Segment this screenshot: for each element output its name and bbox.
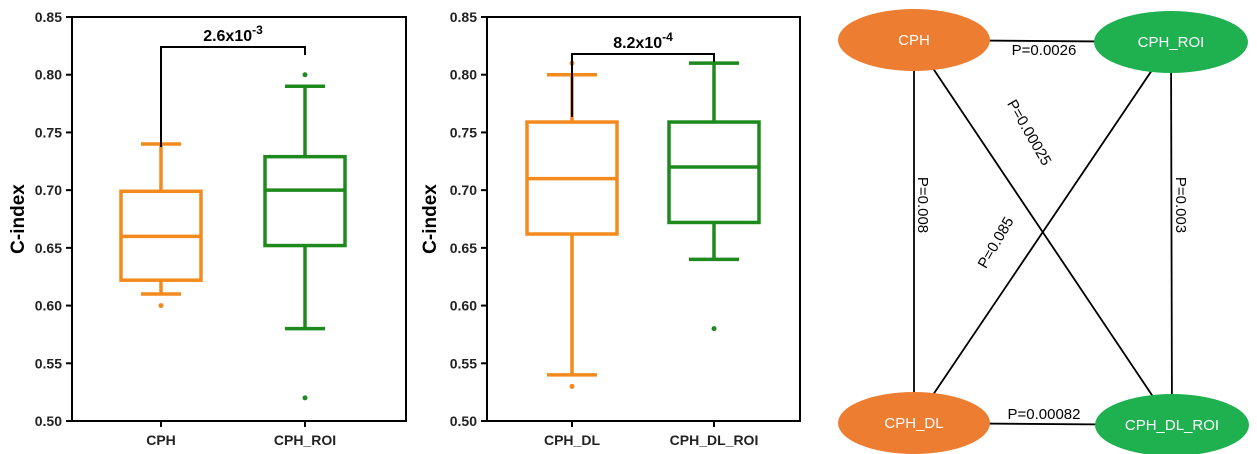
significance-pvalue: 2.6x10-3 bbox=[203, 23, 263, 45]
comparison-network: P=0.0026 P=0.008 P=0.00025 P=0.085 P=0.003 P=… bbox=[838, 9, 1249, 454]
y-tick-label: 0.75 bbox=[35, 124, 62, 140]
y-axis-title: C-index bbox=[8, 184, 29, 254]
x-tick-label: CPH_DL bbox=[544, 432, 600, 448]
network-node bbox=[838, 9, 990, 71]
network-edge bbox=[913, 41, 1172, 424]
significance-bracket bbox=[160, 46, 306, 147]
y-tick-label: 0.60 bbox=[35, 298, 62, 314]
significance-bracket bbox=[571, 53, 715, 117]
network-node-label: CPH_ROI bbox=[1138, 34, 1205, 51]
network-node-label: CPH_DL bbox=[884, 415, 943, 432]
outlier-point bbox=[711, 326, 717, 332]
y-tick-label: 0.70 bbox=[35, 182, 62, 198]
network-node bbox=[1095, 394, 1249, 454]
y-tick-label: 0.70 bbox=[450, 182, 477, 198]
pvalue-base: 8.2x10 bbox=[613, 35, 662, 52]
outlier-point bbox=[302, 72, 308, 78]
y-tick-label: 0.55 bbox=[35, 355, 62, 371]
y-tick-label: 0.55 bbox=[450, 355, 477, 371]
y-tick-label: 0.65 bbox=[450, 240, 477, 256]
pvalue-base: 2.6x10 bbox=[203, 28, 252, 45]
y-tick-label: 0.85 bbox=[450, 9, 477, 25]
boxplot-panel: 0.50 0.55 0.60 0.65 0.70 0.75 0.80 0.85 C-index C… bbox=[420, 9, 801, 448]
y-tick-label: 0.60 bbox=[450, 298, 477, 314]
edge-pvalue-label: P=0.00025 bbox=[1003, 97, 1054, 169]
network-node-label: CPH_DL_ROI bbox=[1125, 417, 1219, 434]
plot-frame bbox=[71, 16, 407, 422]
edge-pvalue-label: P=0.003 bbox=[1172, 177, 1189, 233]
edge-pvalue-label: P=0.0026 bbox=[1012, 42, 1077, 59]
pvalue-exponent: -3 bbox=[252, 23, 263, 37]
y-axis-title: C-index bbox=[420, 184, 441, 254]
network-node bbox=[1094, 11, 1248, 73]
edge-pvalue-label: P=0.008 bbox=[914, 177, 931, 233]
y-tick-label: 0.75 bbox=[450, 124, 477, 140]
significance-pvalue: 8.2x10-4 bbox=[613, 30, 673, 52]
box-iqr bbox=[667, 120, 761, 225]
y-tick-label: 0.65 bbox=[35, 240, 62, 256]
x-tick-label: CPH_DL_ROI bbox=[670, 432, 759, 448]
y-tick-label: 0.80 bbox=[35, 67, 62, 83]
y-tick-label: 0.85 bbox=[35, 9, 62, 25]
network-node-label: CPH bbox=[898, 32, 930, 49]
outlier-point bbox=[302, 395, 308, 401]
x-tick-label: CPH_ROI bbox=[274, 432, 336, 448]
network-node bbox=[838, 392, 990, 454]
boxplot-panel: 0.50 0.55 0.60 0.65 0.70 0.75 0.80 0.85 C-index C… bbox=[8, 9, 407, 448]
y-tick-label: 0.80 bbox=[450, 67, 477, 83]
edge-pvalue-label: P=0.00082 bbox=[1008, 406, 1081, 423]
y-tick-label: 0.50 bbox=[450, 413, 477, 429]
outlier-point bbox=[569, 383, 575, 389]
network-edge bbox=[1170, 41, 1173, 426]
pvalue-exponent: -4 bbox=[662, 30, 673, 44]
x-tick-label: CPH bbox=[146, 432, 176, 448]
outlier-point bbox=[158, 303, 164, 309]
box-iqr bbox=[263, 154, 347, 248]
plot-frame bbox=[486, 16, 801, 422]
edge-pvalue-label: P=0.085 bbox=[975, 214, 1018, 271]
y-tick-label: 0.50 bbox=[35, 413, 62, 429]
